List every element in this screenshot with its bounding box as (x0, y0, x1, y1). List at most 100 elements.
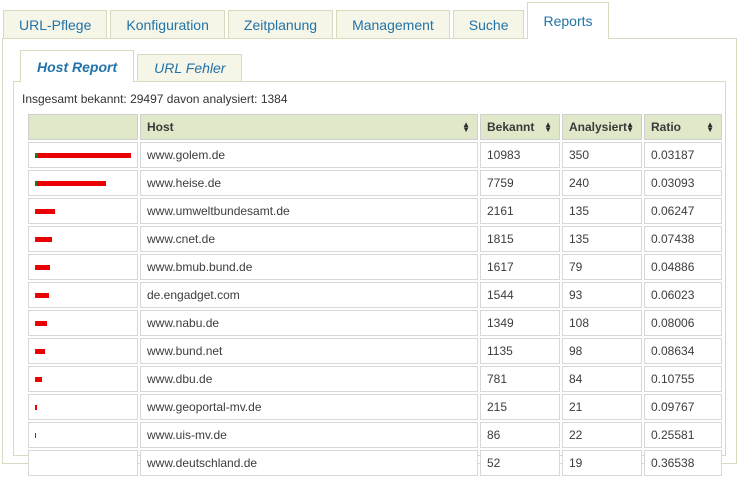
analysiert-bar-segment (35, 376, 36, 382)
analysiert-cell: 22 (562, 422, 642, 448)
bekannt-bar-segment (36, 376, 42, 382)
column-header-bekannt[interactable]: Bekannt ▲ ▼ (480, 114, 560, 140)
bekannt-bar-segment (36, 320, 47, 326)
table-row: de.engadget.com 1544 93 0.06023 (28, 282, 722, 308)
host-bar-cell (28, 226, 138, 252)
bekannt-cell: 1349 (480, 310, 560, 336)
host-bar-cell (28, 394, 138, 420)
bekannt-cell: 52 (480, 450, 560, 476)
host-report-panel: Insgesamt bekannt: 29497 davon analysier… (13, 81, 726, 476)
host-bar-cell (28, 170, 138, 196)
analysiert-bar-segment (35, 236, 36, 242)
host-cell: www.cnet.de (140, 226, 478, 252)
host-table-body: www.golem.de 10983 350 0.03187 www.heise.de 7… (28, 142, 722, 476)
table-row: www.bund.net 1135 98 0.08634 (28, 338, 722, 364)
host-ratio-bar (35, 400, 131, 414)
tab-zeitplanung[interactable]: Zeitplanung (227, 10, 334, 39)
host-bar-cell (28, 254, 138, 280)
tab-url-pflege[interactable]: URL-Pflege (3, 10, 108, 39)
host-bar-cell (28, 282, 138, 308)
host-bar-cell (28, 198, 138, 224)
analysiert-bar-segment (35, 180, 37, 186)
main-tab-bar: URL-Pflege Konfiguration Zeitplanung Manage… (3, 2, 612, 39)
host-bar-cell (28, 338, 138, 364)
sort-arrows-icon: ▲ ▼ (462, 120, 470, 134)
host-ratio-bar (35, 204, 131, 218)
host-ratio-bar (35, 316, 131, 330)
host-bar-cell (28, 310, 138, 336)
analysiert-bar-segment (35, 320, 36, 326)
bekannt-bar-segment (35, 404, 37, 410)
subtab-host-report[interactable]: Host Report (20, 50, 135, 82)
ratio-cell: 0.03187 (644, 142, 722, 168)
table-row: www.dbu.de 781 84 0.10755 (28, 366, 722, 392)
ratio-cell: 0.06023 (644, 282, 722, 308)
summary-text: Insgesamt bekannt: 29497 davon analysier… (22, 92, 288, 106)
table-row: www.heise.de 7759 240 0.03093 (28, 170, 722, 196)
host-bar-cell (28, 422, 138, 448)
table-row: www.umweltbundesamt.de 2161 135 0.06247 (28, 198, 722, 224)
column-header-ratio[interactable]: Ratio ▲ ▼ (644, 114, 722, 140)
bekannt-bar-segment (36, 292, 49, 298)
host-cell: www.umweltbundesamt.de (140, 198, 478, 224)
host-cell: www.golem.de (140, 142, 478, 168)
bekannt-cell: 1544 (480, 282, 560, 308)
analysiert-cell: 135 (562, 198, 642, 224)
table-row: www.golem.de 10983 350 0.03187 (28, 142, 722, 168)
host-ratio-bar (35, 232, 131, 246)
tab-konfiguration[interactable]: Konfiguration (110, 10, 225, 39)
analysiert-cell: 84 (562, 366, 642, 392)
table-row: www.geoportal-mv.de 215 21 0.09767 (28, 394, 722, 420)
bekannt-cell: 1617 (480, 254, 560, 280)
column-header-analysiert[interactable]: Analysiert ▲ ▼ (562, 114, 642, 140)
analysiert-cell: 350 (562, 142, 642, 168)
column-header-host[interactable]: Host ▲ ▼ (140, 114, 478, 140)
ratio-cell: 0.36538 (644, 450, 722, 476)
bekannt-cell: 1135 (480, 338, 560, 364)
column-header-bar (28, 114, 138, 140)
host-bar-cell (28, 366, 138, 392)
host-cell: www.deutschland.de (140, 450, 478, 476)
tab-suche[interactable]: Suche (452, 10, 525, 39)
analysiert-bar-segment (35, 348, 36, 354)
bekannt-cell: 86 (480, 422, 560, 448)
ratio-cell: 0.08006 (644, 310, 722, 336)
ratio-cell: 0.07438 (644, 226, 722, 252)
host-cell: www.dbu.de (140, 366, 478, 392)
host-ratio-bar (35, 288, 131, 302)
ratio-cell: 0.09767 (644, 394, 722, 420)
host-ratio-bar (35, 456, 131, 470)
analysiert-cell: 98 (562, 338, 642, 364)
bekannt-bar-segment (36, 208, 55, 214)
sort-arrows-icon: ▲ ▼ (626, 120, 634, 134)
bekannt-bar-segment (36, 348, 45, 354)
table-row: www.deutschland.de 52 19 0.36538 (28, 450, 722, 476)
bekannt-bar-segment (36, 264, 50, 270)
host-cell: www.uis-mv.de (140, 422, 478, 448)
ratio-cell: 0.25581 (644, 422, 722, 448)
ratio-cell: 0.10755 (644, 366, 722, 392)
table-row: www.bmub.bund.de 1617 79 0.04886 (28, 254, 722, 280)
bekannt-cell: 10983 (480, 142, 560, 168)
subtab-url-fehler[interactable]: URL Fehler (137, 54, 243, 82)
table-header-row: Host ▲ ▼ Bekannt ▲ ▼ Analysiert ▲ ▼ Ratio ▲ ▼ (28, 114, 722, 140)
bekannt-bar-segment (36, 236, 52, 242)
host-cell: www.heise.de (140, 170, 478, 196)
ratio-cell: 0.04886 (644, 254, 722, 280)
bekannt-cell: 7759 (480, 170, 560, 196)
tab-reports[interactable]: Reports (527, 2, 609, 39)
analysiert-cell: 21 (562, 394, 642, 420)
bekannt-bar-segment (37, 180, 106, 186)
host-cell: de.engadget.com (140, 282, 478, 308)
analysiert-bar-segment (35, 292, 36, 298)
bekannt-cell: 1815 (480, 226, 560, 252)
analysiert-cell: 240 (562, 170, 642, 196)
analysiert-bar-segment (35, 264, 36, 270)
analysiert-bar-segment (35, 152, 38, 158)
host-ratio-bar (35, 428, 131, 442)
sort-arrows-icon: ▲ ▼ (544, 120, 552, 134)
tab-management[interactable]: Management (336, 10, 450, 39)
host-ratio-bar (35, 344, 131, 358)
table-row: www.cnet.de 1815 135 0.07438 (28, 226, 722, 252)
bekannt-bar-segment (37, 152, 131, 158)
